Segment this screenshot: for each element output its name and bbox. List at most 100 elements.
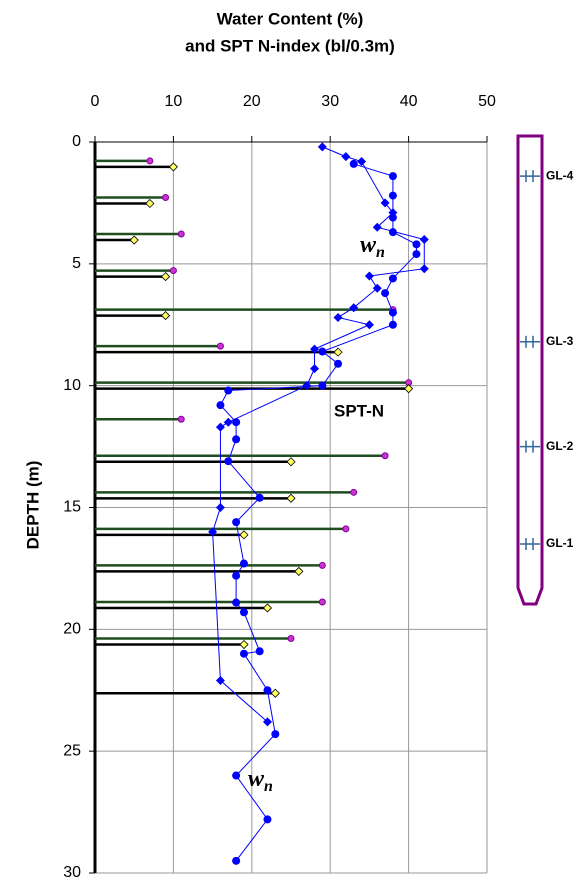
spt-marker <box>177 230 185 238</box>
wn-point <box>388 274 397 283</box>
wn-point <box>215 503 225 512</box>
y-tick-label: 15 <box>63 499 81 516</box>
wn-point <box>412 240 421 249</box>
wn-point <box>372 222 382 232</box>
spt-marker <box>333 347 343 357</box>
wn-point <box>380 198 390 208</box>
wn-line <box>219 163 417 862</box>
y-tick-label: 10 <box>63 377 81 394</box>
wn-point <box>334 359 343 368</box>
wn-point <box>208 527 218 537</box>
wn-point <box>310 344 320 354</box>
spt-marker <box>239 639 249 650</box>
piezometer-label: GL-1 <box>546 536 574 550</box>
wn-point <box>419 234 429 244</box>
spt-marker <box>160 272 171 282</box>
wn-point <box>271 730 280 739</box>
wn-point <box>372 283 382 293</box>
y-tick-label: 20 <box>63 621 81 638</box>
borehole-column <box>516 134 544 606</box>
annotation: wn <box>360 232 385 261</box>
spt-marker <box>145 198 155 209</box>
x-tick-label: 0 <box>91 93 100 110</box>
wn-point <box>388 228 397 237</box>
wn-point <box>232 518 241 527</box>
wn-point <box>333 312 343 322</box>
wn-point <box>412 250 421 259</box>
annotation-sub: n <box>264 778 273 795</box>
spt-marker <box>350 488 358 496</box>
wn-point <box>364 271 374 281</box>
spt-marker <box>262 603 273 613</box>
wn-point <box>302 381 312 391</box>
wn-point <box>357 156 367 166</box>
wn-point <box>232 598 241 607</box>
wn-point <box>232 771 241 780</box>
spt-marker <box>162 193 170 201</box>
spt-marker <box>177 415 185 423</box>
wn-point <box>388 172 397 181</box>
wn-point <box>232 856 241 865</box>
piezometer-label: GL-2 <box>546 439 574 453</box>
spt-marker <box>239 530 249 540</box>
wn-point <box>255 647 264 656</box>
wn-point <box>317 142 327 152</box>
piezometer-label: GL-4 <box>546 168 574 182</box>
wn-point <box>263 815 272 824</box>
spt-marker <box>287 635 295 643</box>
wn-point <box>381 289 390 298</box>
annotation: SPT-N <box>334 401 384 420</box>
wn-point <box>388 213 397 222</box>
spt-marker <box>286 493 296 503</box>
y-tick-label: 25 <box>63 742 81 759</box>
spt-marker <box>270 688 280 698</box>
spt-marker <box>318 598 326 606</box>
wn-point <box>349 303 359 313</box>
x-tick-label: 40 <box>400 93 418 110</box>
y-tick-label: 30 <box>63 864 81 881</box>
wn-point <box>215 676 225 686</box>
wn-point <box>310 364 320 374</box>
x-tick-label: 10 <box>165 93 183 110</box>
wn-point <box>341 152 351 162</box>
wn-point <box>388 320 397 329</box>
spt-marker <box>129 235 139 245</box>
wn-point <box>263 686 272 695</box>
spt-marker <box>318 561 326 569</box>
wn-point <box>232 418 241 427</box>
wn-point <box>223 417 233 427</box>
piezometer-label: GL-3 <box>546 334 574 348</box>
wn-point <box>318 381 327 390</box>
y-tick-label: 0 <box>72 133 81 150</box>
spt-marker <box>294 566 304 576</box>
chart-title: and SPT N-index (bl/0.3m) <box>185 36 395 55</box>
wn-point <box>239 559 248 568</box>
spt-marker <box>286 457 296 467</box>
wn-point <box>388 191 397 200</box>
spt-marker <box>168 162 178 172</box>
wn-point <box>364 320 374 330</box>
annotation-text: w <box>248 766 265 792</box>
wn-point <box>255 493 264 502</box>
wn-point <box>224 386 233 395</box>
wn-point <box>419 264 429 274</box>
wn-point <box>224 457 233 466</box>
spt-marker <box>381 452 389 460</box>
x-tick-label: 30 <box>321 93 339 110</box>
annotation: wn <box>248 766 273 795</box>
spt-marker <box>160 311 171 321</box>
y-tick-label: 5 <box>72 255 81 272</box>
spt-marker <box>169 267 177 275</box>
spt-marker <box>216 342 224 350</box>
wn-line <box>212 146 425 723</box>
wn-point <box>239 649 248 658</box>
annotation-sub: n <box>376 244 385 261</box>
spt-marker <box>146 157 154 165</box>
annotation-text: w <box>360 232 377 258</box>
wn-point <box>262 717 272 727</box>
wn-point <box>388 308 397 317</box>
wn-point <box>349 159 358 168</box>
chart-title: Water Content (%) <box>217 9 364 28</box>
wn-point <box>388 208 398 218</box>
